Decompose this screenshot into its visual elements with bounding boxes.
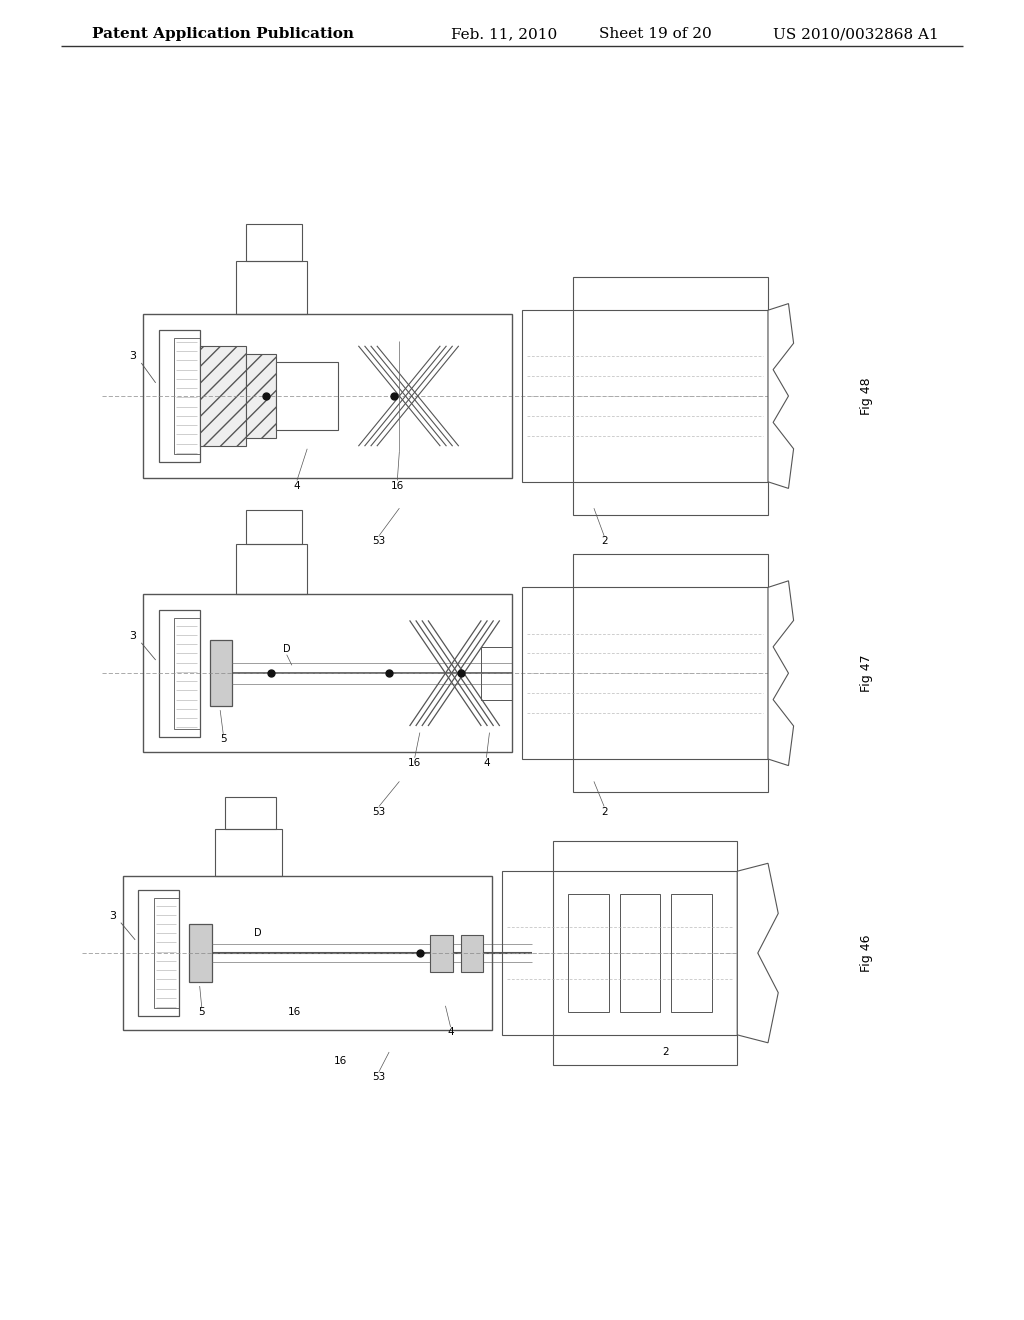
Bar bbox=[246, 354, 276, 438]
Bar bbox=[461, 935, 483, 972]
Bar bbox=[573, 277, 768, 515]
Text: 53: 53 bbox=[373, 807, 385, 817]
Text: 3: 3 bbox=[130, 351, 136, 362]
Polygon shape bbox=[768, 581, 794, 766]
Text: 3: 3 bbox=[110, 911, 116, 921]
Bar bbox=[671, 894, 712, 1012]
Bar bbox=[502, 871, 737, 1035]
Text: 4: 4 bbox=[447, 1027, 454, 1038]
Text: 5: 5 bbox=[199, 1007, 205, 1018]
Text: D: D bbox=[254, 928, 262, 939]
Bar bbox=[246, 510, 302, 544]
Text: 53: 53 bbox=[373, 1072, 385, 1082]
Polygon shape bbox=[737, 863, 778, 1043]
Bar bbox=[522, 587, 768, 759]
Bar bbox=[159, 330, 200, 462]
Bar bbox=[553, 841, 737, 1065]
Text: 16: 16 bbox=[289, 1007, 301, 1018]
Bar bbox=[236, 261, 307, 314]
Text: 4: 4 bbox=[483, 758, 489, 768]
Bar bbox=[123, 876, 492, 1030]
Bar bbox=[276, 362, 338, 430]
Bar bbox=[573, 554, 768, 792]
Text: 2: 2 bbox=[601, 536, 607, 546]
Text: 16: 16 bbox=[334, 1056, 346, 1067]
Text: 2: 2 bbox=[663, 1047, 669, 1057]
Text: Fig 48: Fig 48 bbox=[860, 378, 873, 414]
Text: 2: 2 bbox=[601, 807, 607, 817]
Bar bbox=[246, 224, 302, 261]
Bar bbox=[481, 647, 512, 700]
Bar bbox=[430, 935, 453, 972]
Text: 4: 4 bbox=[294, 480, 300, 491]
Text: US 2010/0032868 A1: US 2010/0032868 A1 bbox=[773, 28, 939, 41]
Bar bbox=[159, 610, 200, 737]
Bar bbox=[154, 898, 179, 1008]
Bar bbox=[143, 314, 512, 478]
Bar bbox=[620, 894, 660, 1012]
Text: 16: 16 bbox=[409, 758, 421, 768]
Text: Fig 47: Fig 47 bbox=[860, 655, 873, 692]
Text: Fig 46: Fig 46 bbox=[860, 935, 873, 972]
Bar bbox=[225, 797, 276, 829]
Polygon shape bbox=[768, 304, 794, 488]
Text: Sheet 19 of 20: Sheet 19 of 20 bbox=[599, 28, 712, 41]
Bar bbox=[200, 346, 246, 446]
Bar bbox=[522, 310, 768, 482]
Text: 53: 53 bbox=[373, 536, 385, 546]
Bar bbox=[138, 890, 179, 1016]
Text: Patent Application Publication: Patent Application Publication bbox=[92, 28, 354, 41]
Bar bbox=[189, 924, 212, 982]
Bar bbox=[568, 894, 609, 1012]
Text: D: D bbox=[283, 644, 291, 655]
Bar bbox=[174, 618, 200, 729]
Bar bbox=[215, 829, 282, 876]
Text: 5: 5 bbox=[220, 734, 226, 744]
Text: 3: 3 bbox=[130, 631, 136, 642]
Bar bbox=[174, 338, 200, 454]
Bar bbox=[143, 594, 512, 752]
Text: Feb. 11, 2010: Feb. 11, 2010 bbox=[451, 28, 557, 41]
Text: 16: 16 bbox=[391, 480, 403, 491]
Bar bbox=[210, 640, 232, 706]
Bar bbox=[236, 544, 307, 594]
